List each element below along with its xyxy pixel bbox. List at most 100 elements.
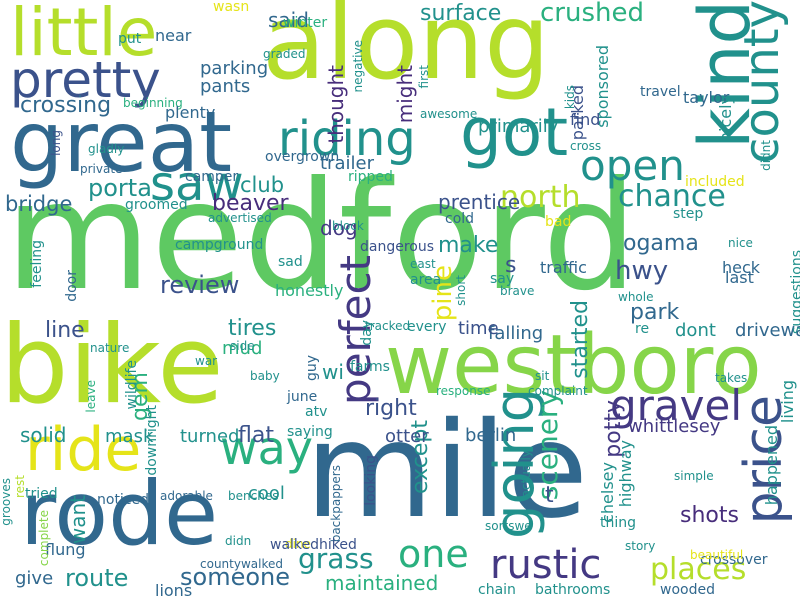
word-june: june [287,389,318,405]
word-give: give [15,568,54,589]
word-s: s [505,253,517,278]
word-chain: chain [478,582,516,598]
word-way: way [220,421,314,475]
word-primarily: primarily [478,116,559,137]
word-complaint: complaint [528,384,588,398]
word-beaver: beaver [212,191,289,216]
word-wooded: wooded [660,582,715,598]
word-suggestions: suggestions [789,250,800,334]
word-farms: farms [350,359,390,375]
word-camper: camper [185,169,239,185]
word-medford: medford [5,150,638,324]
word-campground: campground [175,237,264,253]
word-happened: happened [762,425,781,506]
word-club: club [240,173,285,197]
word-walkedhiked: walkedhiked [270,537,357,553]
word-dog: dog [320,216,358,240]
word-east: east [410,257,436,271]
word-guy: guy [304,355,320,382]
word-whittlesey: whittlesey [628,416,721,437]
word-time: time [458,318,499,339]
word-lions: lions [155,581,193,600]
word-sit: sit [535,369,550,383]
word-rode: rode [20,462,219,565]
word-honestly: honestly [275,281,344,300]
word-mile: mile [305,394,589,548]
word-surface: surface [420,1,502,26]
word-dine: dine [285,537,311,551]
word-bad: bad [545,214,572,230]
word-tried: tried [25,486,58,502]
word-wasn: wasn [213,0,250,15]
word-taylor: taylor [683,88,730,107]
word-pants: pants [200,76,251,97]
word-first: first [417,65,431,89]
word-block: block [332,219,364,233]
word-started: started [568,300,593,379]
word-want: want [66,495,90,545]
word-make: make [438,233,499,258]
word-dont: dont [675,320,716,341]
word-pretty: pretty [10,51,161,109]
word-driveways: driveways [735,320,800,341]
word-someone: someone [180,563,290,591]
word-bike: bike [0,303,224,428]
word-flung: flung [45,540,86,559]
word-rest: rest [13,475,27,499]
word-might: might [393,65,417,124]
word-re: re [635,321,650,337]
word-backpappers: backpappers [329,465,343,543]
word-rustic: rustic [490,542,602,588]
word-solid: solid [20,423,67,447]
word-living: living [778,380,797,424]
word-nature: nature [90,341,130,355]
word-simple: simple [674,469,714,483]
word-nicely: nicely [716,95,735,143]
word-included: included [685,174,745,190]
word-porta: porta [88,174,152,202]
word-travel: travel [640,84,681,100]
word-parking: parking [200,58,269,79]
word-area: area [410,272,442,288]
word-little: little [10,0,158,71]
word-one: one [398,532,469,576]
word-benches: benches [228,489,279,503]
word-traffic: traffic [540,258,587,277]
word-grass: grass [298,542,374,575]
word-falling: falling [488,323,544,344]
word-looking: looking [363,455,379,506]
word-thing: thing [600,515,637,531]
word-feeling: feeling [29,240,45,288]
word-last: last [725,268,754,287]
word-mud: mud [222,338,263,359]
word-plenty: plenty [165,103,216,122]
word-got: got [460,94,569,171]
word-beginning: beginning [123,96,183,110]
word-otter: otter [385,426,429,447]
word-baby: baby [250,369,280,383]
word-great: great [10,93,233,191]
word-leave: leave [84,380,98,413]
word-adorable: adorable [160,489,213,503]
word-highway: highway [616,440,635,508]
word-chelsey: chelsey [598,462,617,523]
word-chance: chance [618,179,726,214]
word-grooves: grooves [0,478,13,526]
word-wildlife: wildlife [124,360,140,410]
word-ogama: ogama [623,231,699,256]
word-takes: takes [715,371,748,385]
word-groomed: groomed [125,197,188,213]
word-whole: whole [618,290,654,304]
word-mask: mask [105,426,154,447]
word-war: war [195,354,218,368]
word-cold: cold [445,211,475,227]
word-sortswe: sortswe [485,519,532,533]
word-didnt: didnt [759,140,773,171]
word-story: story [625,539,656,553]
word-line: line [45,318,85,343]
word-saw: saw [150,156,244,212]
word-ripped: ripped [348,169,393,185]
word-brave: brave [500,284,535,298]
word-open: open [580,141,685,190]
